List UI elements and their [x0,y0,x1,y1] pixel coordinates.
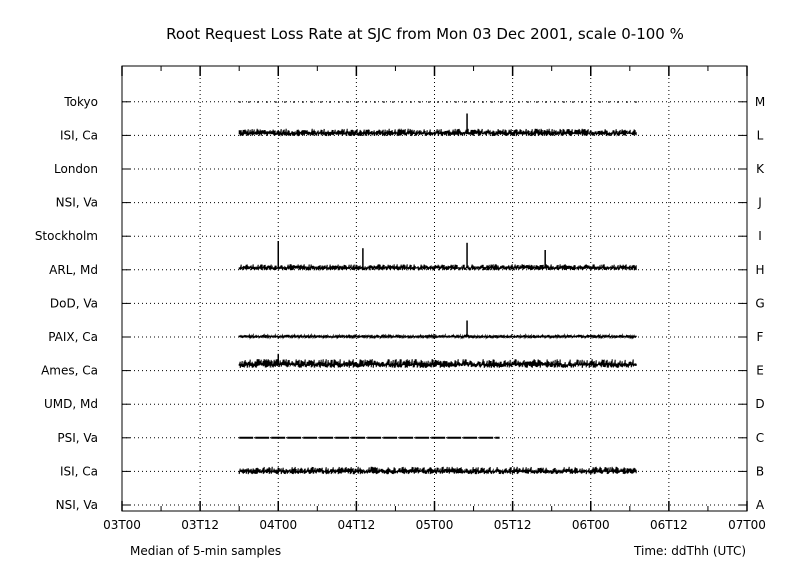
series-M-point [284,101,286,103]
x-tick-label: 07T00 [728,518,766,532]
series-M-point [302,101,304,103]
series-M-point [338,101,340,103]
x-tick-label: 03T12 [181,518,219,532]
series-M-point [428,101,430,103]
row-label-right: D [755,397,764,411]
right-axis-labels: A B C D E F G H I J K L M [755,95,765,512]
x-tick-label: 04T00 [259,518,297,532]
series-M-point [410,101,412,103]
x-tick-label: 04T12 [337,518,375,532]
series-E-line [238,359,637,369]
chart-title: Root Request Loss Rate at SJC from Mon 0… [166,25,684,43]
row-label-right: C [756,431,764,445]
row-label-left: Stockholm [35,229,98,243]
series-M-point [365,101,367,103]
series-M-point [293,101,295,103]
row-label-right: E [756,364,764,378]
series-M-point [536,101,538,103]
series-M-point [617,101,619,103]
series-L-line [238,128,637,137]
series-M-point [320,101,322,103]
series-M-point [356,101,358,103]
row-label-right: H [755,263,764,277]
row-label-right: G [755,296,764,310]
series-M-point [419,101,421,103]
tick-marks [121,66,748,511]
row-label-left: PAIX, Ca [48,330,98,344]
series-F-line [238,332,637,340]
series-M-point [581,101,583,103]
row-label-right: J [757,196,762,210]
series-M-point [563,101,565,103]
series-B-line [238,466,637,475]
x-tick-label: 05T00 [416,518,454,532]
series-M-point [482,101,484,103]
x-axis-labels: 03T00 03T12 04T00 04T12 05T00 05T12 06T00 06T12… [103,518,766,532]
x-tick-label: 06T00 [572,518,610,532]
series-M-point [374,101,376,103]
x-tick-label: 03T00 [103,518,141,532]
row-label-right: M [755,95,765,109]
series-M-point [500,101,502,103]
series-M-point [518,101,520,103]
series-M-point [626,101,628,103]
row-label-left: Tokyo [63,95,98,109]
series-M-point [347,101,349,103]
series-M-point [473,101,475,103]
series-M-point [266,101,268,103]
series-M-point [509,101,511,103]
series-M-point [257,101,259,103]
series-M-point [329,101,331,103]
row-label-left: PSI, Va [57,431,98,445]
left-axis-labels: NSI, Va ISI, Ca PSI, Va UMD, Md Ames, Ca PAIX… [35,95,98,512]
row-label-left: UMD, Md [44,397,98,411]
series-M-point [383,101,385,103]
row-label-right: B [756,464,764,478]
series-M-point [437,101,439,103]
row-label-left: NSI, Va [56,498,98,512]
series-M-point [590,101,592,103]
series-M-point [545,101,547,103]
series-M-point [608,101,610,103]
series-M-point [401,101,403,103]
series-layer [238,101,637,475]
row-label-left: ARL, Md [49,263,98,277]
series-M-point [392,101,394,103]
series-M-point [275,101,277,103]
row-label-left: DoD, Va [50,296,98,310]
row-label-left: NSI, Va [56,196,98,210]
x-tick-label: 05T12 [494,518,532,532]
series-H-line [238,264,637,272]
x-tick-label: 06T12 [650,518,688,532]
series-M-point [554,101,556,103]
series-M-point [311,101,313,103]
row-label-right: F [757,330,764,344]
series-M-point [239,101,241,103]
series-M-point [635,101,637,103]
series-M-point [599,101,601,103]
row-label-left: Ames, Ca [41,364,98,378]
row-label-right: A [756,498,765,512]
series-M-point [464,101,466,103]
row-label-left: ISI, Ca [60,464,98,478]
series-M-point [446,101,448,103]
series-M-point [572,101,574,103]
x-axis-title: Time: ddThh (UTC) [633,544,746,558]
series-M-point [491,101,493,103]
row-label-right: L [757,128,764,142]
series-M-point [455,101,457,103]
row-label-right: K [756,162,765,176]
row-label-right: I [758,229,762,243]
series-M-point [527,101,529,103]
series-M-point [248,101,250,103]
footer-note: Median of 5-min samples [130,544,281,558]
row-label-left: London [54,162,98,176]
row-label-left: ISI, Ca [60,128,98,142]
